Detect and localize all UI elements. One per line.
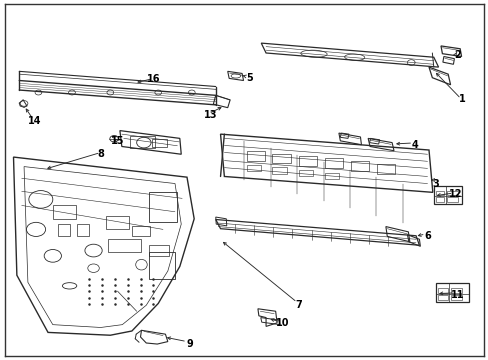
Bar (148, 245, 168, 256)
Bar (325, 158, 343, 168)
Bar (272, 153, 290, 163)
Bar (53, 205, 76, 219)
Bar (449, 294, 461, 300)
Bar (152, 139, 166, 147)
Text: 15: 15 (110, 136, 124, 146)
Bar (435, 190, 444, 195)
Bar (435, 197, 444, 202)
Bar (272, 167, 286, 174)
Bar (132, 226, 150, 237)
Bar (435, 283, 468, 302)
Text: 10: 10 (276, 318, 289, 328)
Bar (105, 216, 129, 229)
Text: 2: 2 (453, 50, 460, 60)
Text: 7: 7 (295, 300, 302, 310)
Text: 1: 1 (458, 94, 465, 104)
Bar (325, 172, 339, 179)
Bar (298, 156, 316, 166)
Bar (148, 252, 175, 279)
Bar (447, 197, 457, 202)
Text: 3: 3 (432, 179, 439, 189)
Bar (298, 170, 312, 176)
Bar (447, 190, 457, 195)
Text: 16: 16 (146, 75, 160, 85)
Text: 5: 5 (245, 73, 252, 83)
Text: 8: 8 (97, 149, 104, 158)
Bar (376, 164, 394, 174)
Text: 9: 9 (185, 339, 192, 349)
Bar (130, 136, 155, 148)
Bar (246, 165, 261, 171)
Text: 11: 11 (450, 290, 464, 300)
Text: 13: 13 (204, 110, 217, 120)
Bar (148, 192, 177, 222)
Text: 12: 12 (447, 189, 461, 199)
Bar (108, 239, 141, 252)
Text: 6: 6 (423, 231, 430, 242)
Bar (437, 294, 447, 300)
Text: 14: 14 (28, 116, 41, 126)
Bar (437, 288, 447, 293)
Bar (433, 186, 461, 204)
Bar (58, 224, 69, 237)
Bar (246, 151, 264, 161)
Bar (449, 288, 461, 293)
Text: 4: 4 (410, 140, 417, 150)
Bar (77, 224, 89, 237)
Bar (350, 161, 368, 171)
